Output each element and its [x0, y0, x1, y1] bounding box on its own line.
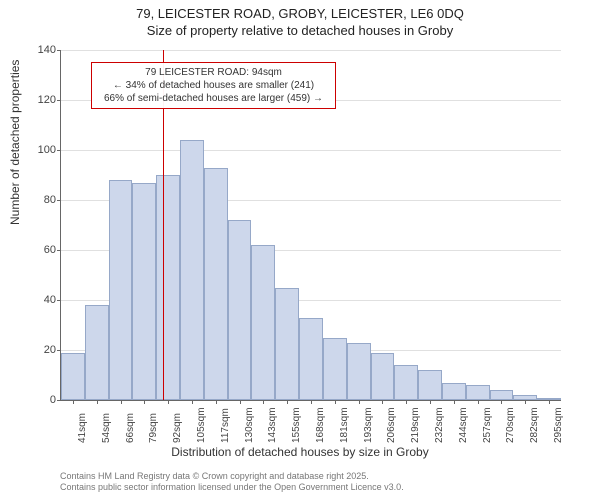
annotation-line3: 66% of semi-detached houses are larger (…	[104, 93, 323, 104]
histogram-bar	[156, 175, 180, 400]
xtick-label: 66sqm	[125, 413, 136, 443]
x-axis-label: Distribution of detached houses by size …	[0, 445, 600, 459]
histogram-bar	[61, 353, 85, 401]
xtick-label: 79sqm	[148, 413, 159, 443]
xtick-label: 130sqm	[244, 407, 255, 443]
xtick-label: 244sqm	[458, 407, 469, 443]
xtick-label: 54sqm	[101, 413, 112, 443]
ytick-mark	[57, 200, 61, 201]
ytick-mark	[57, 250, 61, 251]
ytick-label: 60	[16, 244, 56, 256]
xtick-mark	[192, 400, 193, 404]
histogram-bar	[228, 220, 252, 400]
ytick-label: 0	[16, 394, 56, 406]
xtick-label: 41sqm	[77, 413, 88, 443]
histogram-bar	[132, 183, 156, 401]
annotation-box: 79 LEICESTER ROAD: 94sqm ← 34% of detache…	[91, 62, 336, 109]
xtick-mark	[168, 400, 169, 404]
histogram-bar	[204, 168, 228, 401]
xtick-mark	[501, 400, 502, 404]
annotation-line1: 79 LEICESTER ROAD: 94sqm	[145, 67, 282, 78]
ytick-mark	[57, 150, 61, 151]
ytick-mark	[57, 350, 61, 351]
xtick-mark	[382, 400, 383, 404]
xtick-mark	[454, 400, 455, 404]
xtick-label: 282sqm	[529, 407, 540, 443]
xtick-label: 181sqm	[339, 407, 350, 443]
histogram-bar	[251, 245, 275, 400]
xtick-label: 257sqm	[482, 407, 493, 443]
xtick-mark	[240, 400, 241, 404]
histogram-bar	[109, 180, 133, 400]
ytick-label: 20	[16, 344, 56, 356]
histogram-bar	[418, 370, 442, 400]
xtick-mark	[121, 400, 122, 404]
xtick-mark	[216, 400, 217, 404]
histogram-bar	[347, 343, 371, 401]
histogram-bar	[85, 305, 109, 400]
annotation-line2: ← 34% of detached houses are smaller (24…	[113, 80, 314, 91]
ytick-mark	[57, 400, 61, 401]
title-line2: Size of property relative to detached ho…	[147, 23, 453, 38]
ytick-mark	[57, 300, 61, 301]
histogram-bar	[299, 318, 323, 401]
ytick-label: 120	[16, 94, 56, 106]
xtick-label: 168sqm	[315, 407, 326, 443]
histogram-bar	[323, 338, 347, 401]
chart-plot-area: 02040608010012014041sqm54sqm66sqm79sqm92…	[60, 50, 561, 401]
xtick-label: 206sqm	[386, 407, 397, 443]
xtick-label: 270sqm	[505, 407, 516, 443]
xtick-mark	[144, 400, 145, 404]
xtick-mark	[335, 400, 336, 404]
attribution-line2: Contains public sector information licen…	[60, 482, 404, 492]
xtick-label: 193sqm	[363, 407, 374, 443]
ytick-label: 100	[16, 144, 56, 156]
gridline	[61, 50, 561, 51]
histogram-bar	[466, 385, 490, 400]
xtick-mark	[73, 400, 74, 404]
xtick-label: 219sqm	[410, 407, 421, 443]
histogram-bar	[371, 353, 395, 401]
gridline	[61, 150, 561, 151]
xtick-mark	[359, 400, 360, 404]
xtick-mark	[287, 400, 288, 404]
xtick-label: 117sqm	[220, 408, 231, 443]
xtick-label: 295sqm	[553, 407, 564, 443]
histogram-bar	[490, 390, 514, 400]
title-line1: 79, LEICESTER ROAD, GROBY, LEICESTER, LE…	[136, 6, 464, 21]
xtick-mark	[311, 400, 312, 404]
xtick-label: 155sqm	[291, 407, 302, 443]
xtick-mark	[478, 400, 479, 404]
xtick-label: 143sqm	[267, 407, 278, 443]
attribution-text: Contains HM Land Registry data © Crown c…	[60, 471, 404, 494]
xtick-mark	[549, 400, 550, 404]
histogram-bar	[180, 140, 204, 400]
attribution-line1: Contains HM Land Registry data © Crown c…	[60, 471, 369, 481]
histogram-bar	[275, 288, 299, 401]
ytick-label: 40	[16, 294, 56, 306]
xtick-label: 105sqm	[196, 407, 207, 443]
xtick-mark	[525, 400, 526, 404]
ytick-label: 140	[16, 44, 56, 56]
chart-title: 79, LEICESTER ROAD, GROBY, LEICESTER, LE…	[0, 6, 600, 40]
xtick-label: 232sqm	[434, 407, 445, 443]
xtick-label: 92sqm	[172, 413, 183, 443]
ytick-mark	[57, 50, 61, 51]
histogram-bar	[394, 365, 418, 400]
xtick-mark	[406, 400, 407, 404]
xtick-mark	[263, 400, 264, 404]
ytick-label: 80	[16, 194, 56, 206]
ytick-mark	[57, 100, 61, 101]
xtick-mark	[430, 400, 431, 404]
xtick-mark	[97, 400, 98, 404]
histogram-bar	[442, 383, 466, 401]
